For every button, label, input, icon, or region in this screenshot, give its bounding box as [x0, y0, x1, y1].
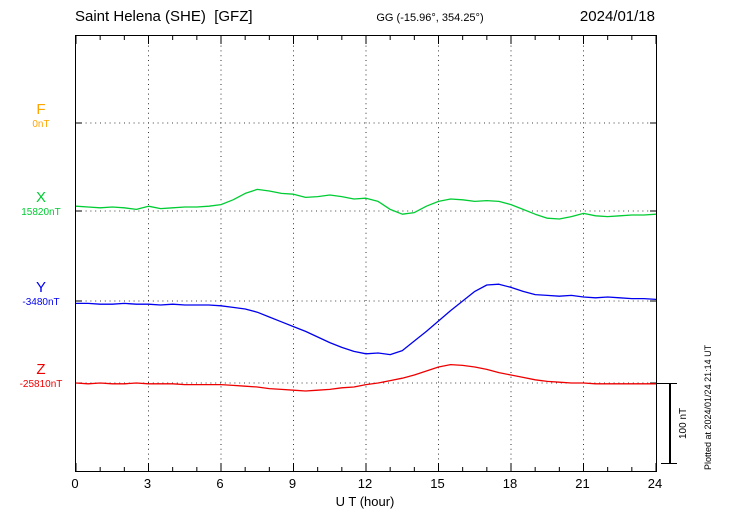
magnetogram-plot [76, 36, 656, 471]
component-baseline-value-Y: -3480nT [22, 296, 60, 308]
scale-bar [669, 383, 671, 463]
x-tick-label: 21 [575, 476, 590, 491]
plotted-at-note: Plotted at 2024/01/24 21:14 UT [703, 344, 713, 470]
scale-bar-label: 100 nT [678, 407, 689, 439]
trace-Y [76, 283, 656, 356]
scale-bar-cap-bottom [661, 462, 677, 464]
component-baseline-value-X: 15820nT [21, 206, 61, 218]
observation-date: 2024/01/18 [579, 8, 655, 25]
series-label-X: X 15820nT [8, 189, 74, 218]
trace-X [76, 188, 656, 220]
scale-bar-cap-top [656, 382, 677, 384]
component-name-Z: Z [36, 361, 46, 378]
component-baseline-value-Z: -25810nT [19, 378, 63, 390]
series-label-F: F 0nT [8, 101, 74, 130]
component-name-X: X [35, 189, 46, 206]
series-label-Z: Z -25810nT [8, 361, 74, 390]
x-tick-label: 24 [647, 476, 663, 491]
component-name-Y: Y [35, 279, 46, 296]
x-tick-label: 0 [71, 476, 79, 491]
geographic-coordinates: GG (-15.96°, 354.25°) [376, 12, 484, 24]
plot-frame [75, 35, 657, 472]
x-tick-label: 9 [288, 476, 297, 491]
x-tick-label: 18 [502, 476, 518, 491]
x-tick-label: 3 [143, 476, 152, 491]
x-tick-label: 15 [430, 476, 445, 491]
component-baseline-value-F: 0nT [32, 118, 50, 130]
station-title: Saint Helena (SHE) [GFZ] [75, 8, 253, 25]
x-tick-label: 12 [357, 476, 373, 491]
component-name-F: F [36, 101, 46, 118]
x-tick-label: 6 [216, 476, 224, 491]
x-axis-title: U T (hour) [335, 494, 395, 509]
trace-Z [76, 363, 656, 392]
series-label-Y: Y -3480nT [8, 279, 74, 308]
